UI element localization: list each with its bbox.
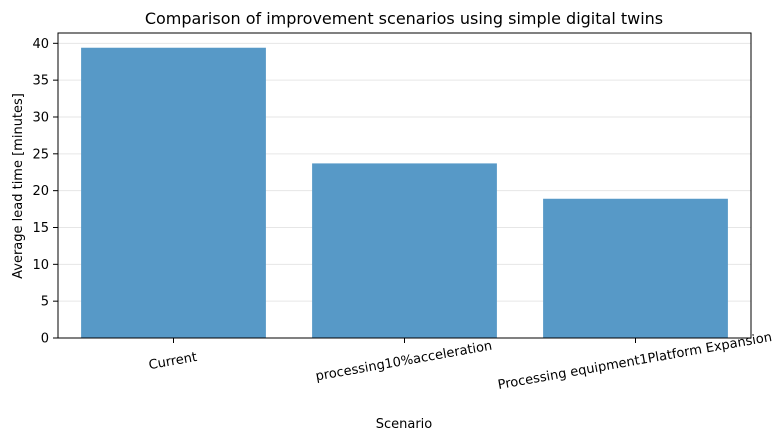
y-tick-label: 30	[32, 110, 49, 125]
x-axis-label: Scenario	[376, 417, 433, 432]
x-tick-label: processing10%acceleration	[314, 339, 493, 385]
y-tick-label: 40	[32, 37, 49, 52]
y-axis-label: Average lead time [minutes]	[11, 93, 26, 279]
bar	[543, 198, 728, 338]
bar	[81, 47, 266, 338]
y-tick-label: 35	[32, 74, 49, 89]
bar	[312, 163, 497, 338]
bars	[81, 47, 728, 338]
y-tick-label: 5	[41, 295, 49, 310]
y-tick-label: 0	[41, 332, 49, 347]
y-tick-label: 15	[32, 221, 49, 236]
y-axis-ticks: 0 5 10 15 20 25 30 35 40	[32, 37, 58, 347]
y-tick-label: 10	[32, 258, 49, 273]
x-tick-label: Processing equipment1Platform Expansion	[497, 330, 773, 393]
x-tick-label: Current	[148, 350, 199, 373]
chart-title: Comparison of improvement scenarios usin…	[145, 9, 663, 28]
y-tick-label: 20	[32, 184, 49, 199]
x-axis-ticks: Current processing10%acceleration Processi…	[148, 330, 774, 393]
y-tick-label: 25	[32, 147, 49, 162]
